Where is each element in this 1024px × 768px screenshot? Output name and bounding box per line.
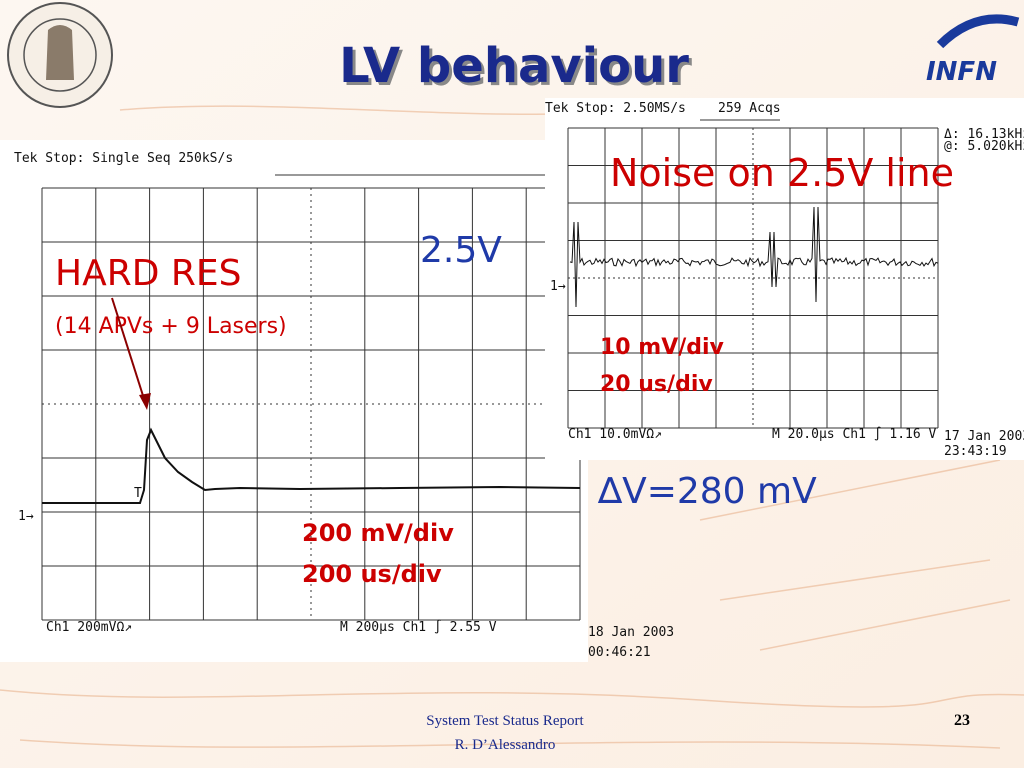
scope-right-trace — [569, 206, 939, 308]
scope-right-channel-marker: 1→ — [550, 279, 566, 294]
scope-left-trace — [42, 427, 581, 504]
scope-right-timebase: M 20.0µs Ch1 ∫ 1.16 V — [772, 426, 937, 442]
scope-left-channel: Ch1 200mVΩ↗ — [46, 620, 132, 635]
scope-left-time: 00:46:21 — [588, 645, 651, 660]
scope-left-graticule — [41, 187, 581, 621]
title-shadow: LV behaviour — [342, 41, 692, 97]
footer-line2: R. D’Alessandro — [455, 737, 556, 753]
noise-title: Noise on 2.5V line — [610, 151, 954, 195]
hard-res-label: HARD RES — [55, 253, 242, 294]
right-tdiv: 20 us/div — [600, 372, 713, 397]
infn-label: INFN — [926, 57, 997, 87]
scope-left-panel — [0, 140, 588, 662]
scope-right-at: @: 5.020kHz — [944, 139, 1024, 154]
infn-logo: INFN — [926, 14, 1020, 87]
scope-right-status: Tek Stop: 2.50MS/s — [545, 101, 686, 116]
scope-right-channel: Ch1 10.0mVΩ↗ — [568, 427, 662, 442]
title: LV behaviour — [339, 38, 689, 94]
scope-right-date: 17 Jan 2003 — [944, 429, 1024, 444]
scope-left-trigger: T — [134, 486, 142, 501]
right-vdiv: 10 mV/div — [600, 335, 725, 360]
footer-line1: System Test Status Report — [426, 713, 584, 729]
scope-left-channel-marker: 1→ — [18, 509, 34, 524]
delta-v-label: ∆V=280 mV — [597, 471, 817, 512]
scope-right-delta: Δ: 16.13kHz — [944, 127, 1024, 142]
page-number: 23 — [954, 712, 970, 729]
scope-right-panel — [545, 98, 1024, 460]
scope-left-status: Tek Stop: Single Seq 250kS/s — [14, 151, 233, 166]
scope-right-graticule — [567, 127, 939, 429]
scope-right: Tek Stop: 2.50MS/s 259 Acqs Δ: 16.13kHz … — [545, 98, 1024, 460]
voltage-line-label: 2.5V — [420, 230, 502, 271]
scope-right-acqs: 259 Acqs — [718, 101, 781, 116]
left-tdiv: 200 us/div — [302, 560, 442, 588]
university-seal — [7, 2, 113, 108]
hard-res-arrow — [111, 297, 151, 410]
scope-left: Tek Stop: Single Seq 250kS/s T 1→ Ch1 20… — [0, 140, 674, 662]
scope-left-date: 18 Jan 2003 — [588, 625, 674, 640]
scope-left-timebase: M 200µs Ch1 ∫ 2.55 V — [340, 619, 497, 635]
left-vdiv: 200 mV/div — [302, 519, 454, 547]
hard-res-detail: (14 APVs + 9 Lasers) — [55, 314, 287, 339]
scope-right-time: 23:43:19 — [944, 444, 1007, 459]
